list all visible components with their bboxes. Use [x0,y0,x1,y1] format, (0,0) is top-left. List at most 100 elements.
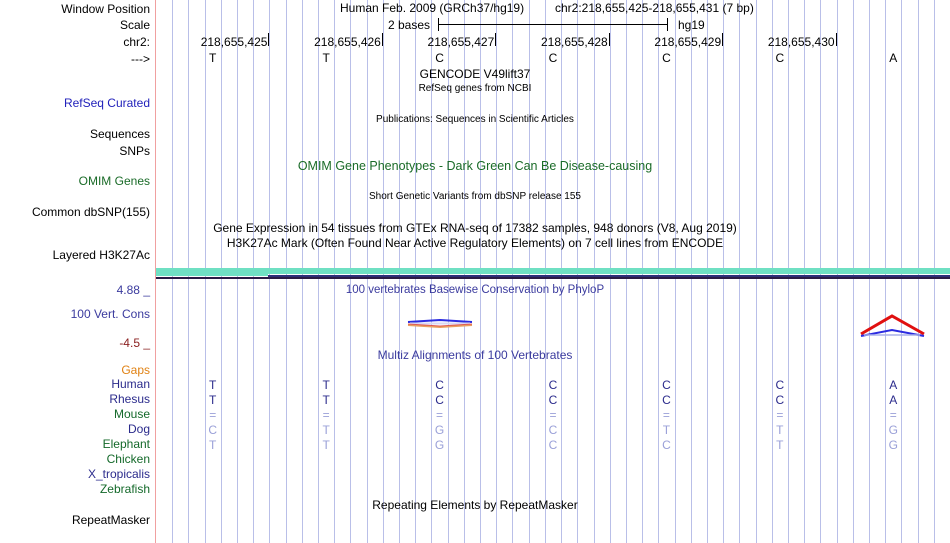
alignment-base-dog: G [888,423,898,437]
alignment-base-human: C [435,378,444,392]
species-label-x_tropicalis[interactable]: X_tropicalis [87,467,150,481]
alignment-base-mouse: = [889,408,897,422]
track-title-dbsnp: Short Genetic Variants from dbSNP releas… [369,191,581,202]
ruler-coordinate-label: 218,655,429 [654,35,722,49]
alignment-base-human: T [322,378,330,392]
alignment-base-mouse: = [549,408,557,422]
label-window-position: Window Position [61,2,150,16]
position-title: chr2:218,655,425-218,655,431 (7 bp) [555,1,754,15]
label-sequences[interactable]: Sequences [89,127,150,141]
ruler-coordinate-label: 218,655,426 [314,35,381,49]
alignment-base-dog: G [434,423,445,437]
h3k27ac-signal-bar-left-segment [156,268,268,276]
alignment-base-human: C [548,378,558,392]
track-title-omim: OMIM Gene Phenotypes - Dark Green Can Be… [297,159,653,173]
track-title-repeatmasker: Repeating Elements by RepeatMasker [372,498,578,512]
label-conservation-min: -4.5 _ [119,336,150,350]
species-label-zebrafish[interactable]: Zebrafish [99,482,150,496]
assembly-title: Human Feb. 2009 (GRCh37/hg19) [340,1,525,15]
alignment-base-dog: C [208,423,218,437]
alignment-base-dog: T [322,423,330,437]
label-gaps[interactable]: Gaps [121,363,150,377]
h3k27ac-signal-bar [156,268,950,274]
scale-bar-line [438,24,668,25]
alignment-base-rhesus: C [662,393,671,407]
alignment-base-dog: T [662,423,671,437]
track-title-gencode: GENCODE V49lift37 [419,67,531,81]
species-label-rhesus[interactable]: Rhesus [109,392,150,406]
label-omim-genes[interactable]: OMIM Genes [78,174,150,188]
ruler-base-letter: A [889,51,898,65]
species-label-elephant[interactable]: Elephant [102,437,150,451]
track-title-gtex: Gene Expression in 54 tissues from GTEx … [213,221,737,235]
alignment-base-elephant: C [548,438,558,452]
label-chromosome: chr2: [123,35,150,49]
ruler-coordinate-tick [382,33,383,46]
alignment-base-mouse: = [322,408,330,422]
scale-bar-tick-right [667,18,668,31]
alignment-base-elephant: T [776,438,784,452]
label-layered-h3k27ac[interactable]: Layered H3K27Ac [52,248,150,262]
h3k27ac-baseline-navy [268,275,950,277]
alignment-base-rhesus: A [889,393,898,407]
scale-bar-tick-left [438,18,439,31]
alignment-base-elephant: G [888,438,898,452]
alignment-base-elephant: T [209,438,217,452]
conservation-peak-right [860,314,925,337]
ruler-coordinate-tick [722,33,723,46]
species-label-chicken[interactable]: Chicken [106,452,150,466]
alignment-base-elephant: C [662,438,671,452]
ruler-base-letter: C [775,51,785,65]
alignment-base-mouse: = [776,408,784,422]
label-scale: Scale [119,18,150,32]
track-left-boundary [155,0,156,543]
h3k27ac-baseline-dark [156,277,950,279]
track-title-h3k27ac: H3K27Ac Mark (Often Found Near Active Re… [226,236,724,250]
ruler-base-letter: C [662,51,671,65]
ruler-base-letter: C [548,51,558,65]
track-title-publications: Publications: Sequences in Scientific Ar… [376,114,574,125]
ruler-coordinate-label: 218,655,430 [767,35,835,49]
label-refseq-curated[interactable]: RefSeq Curated [63,96,150,110]
species-label-dog[interactable]: Dog [127,422,150,436]
alignment-base-rhesus: C [435,393,444,407]
ruler-base-letter: T [209,51,217,65]
label-strand-arrow: ---> [131,52,150,66]
conservation-peak-left [407,318,473,329]
ruler-coordinate-tick [495,33,496,46]
scale-label: 2 bases [388,18,431,32]
ruler-coordinate-label: 218,655,427 [427,35,495,49]
label-snps[interactable]: SNPs [119,144,150,158]
track-title-multiz: Multiz Alignments of 100 Vertebrates [377,348,573,362]
ruler-coordinate-tick [836,33,837,46]
alignment-base-rhesus: T [209,393,217,407]
alignment-base-human: C [662,378,671,392]
alignment-base-rhesus: C [548,393,558,407]
alignment-base-mouse: = [209,408,217,422]
alignment-base-human: C [775,378,785,392]
ruler-coordinate-tick [268,33,269,46]
track-title-phylop: 100 vertebrates Basewise Conservation by… [345,284,605,296]
track-title-refseq-ncbi: RefSeq genes from NCBI [418,83,532,94]
alignment-base-dog: T [776,423,784,437]
ruler-coordinate-label: 218,655,428 [540,35,608,49]
ruler-coordinate-tick [609,33,610,46]
alignment-base-human: A [889,378,898,392]
alignment-base-elephant: G [434,438,445,452]
label-conservation-max: 4.88 _ [116,283,150,297]
alignment-base-mouse: = [662,408,670,422]
assembly-db-label: hg19 [678,18,705,32]
species-label-mouse[interactable]: Mouse [113,407,150,421]
alignment-base-mouse: = [436,408,444,422]
ruler-base-letter: C [435,51,444,65]
ruler-base-letter: T [322,51,330,65]
alignment-base-human: T [209,378,217,392]
label-100-vert-cons[interactable]: 100 Vert. Cons [70,307,150,321]
species-label-human[interactable]: Human [111,377,150,391]
label-repeatmasker[interactable]: RepeatMasker [71,513,150,527]
label-common-dbsnp[interactable]: Common dbSNP(155) [31,205,150,219]
ruler-coordinate-label: 218,655,425 [200,35,268,49]
alignment-base-elephant: T [322,438,330,452]
alignment-base-rhesus: C [775,393,785,407]
